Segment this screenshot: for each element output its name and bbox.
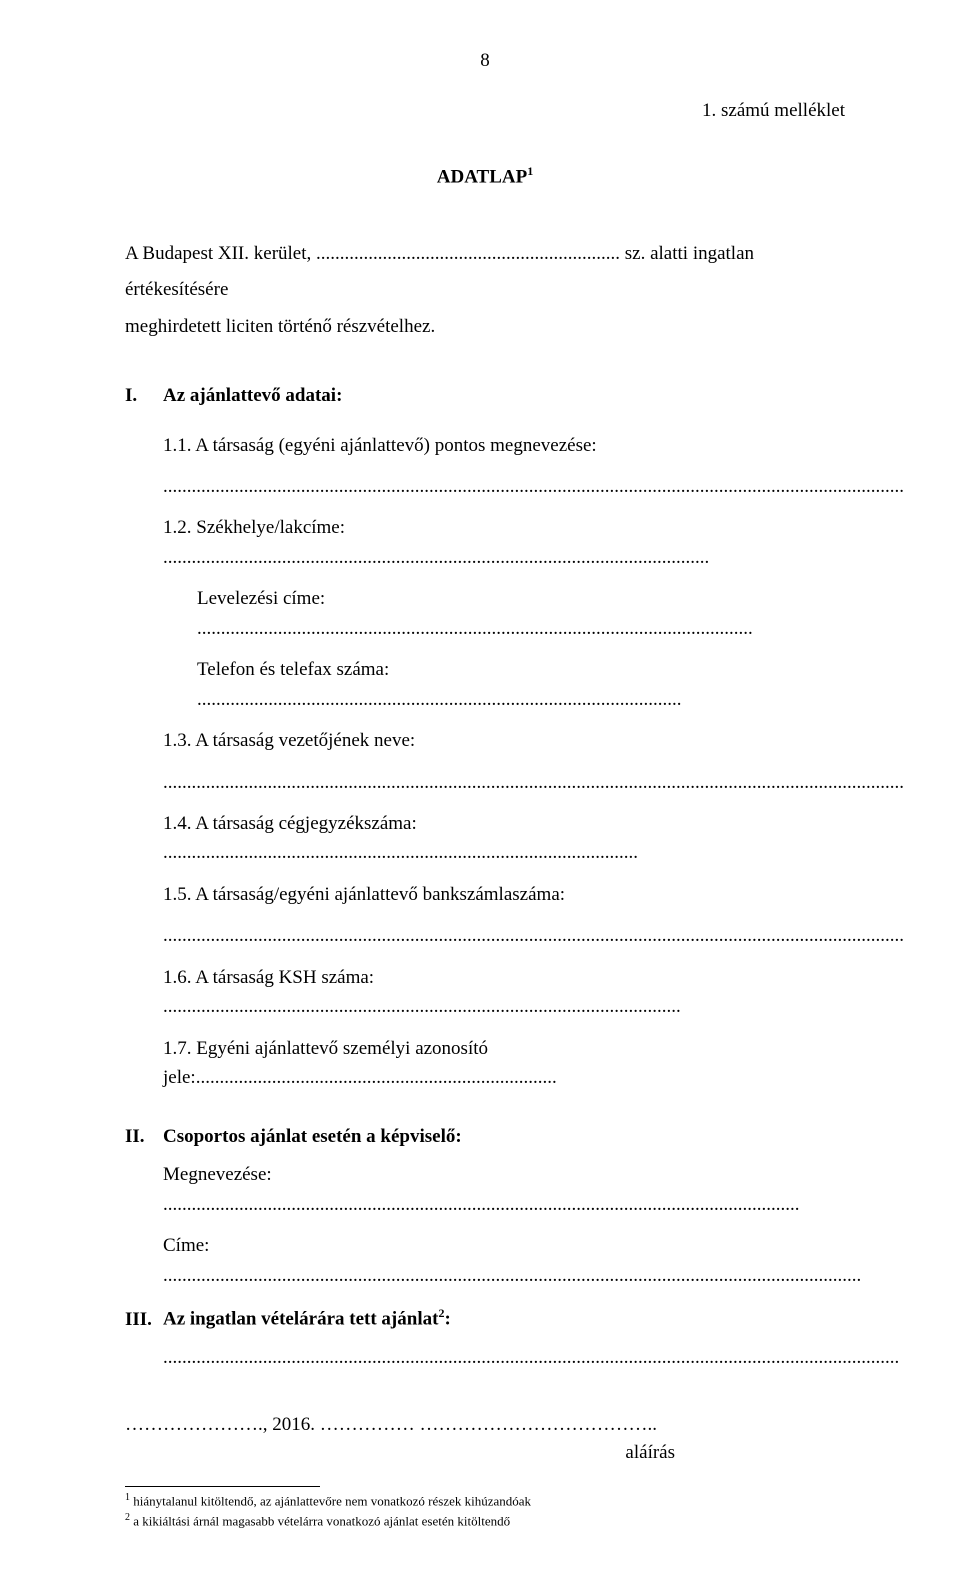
section-2-title: Csoportos ajánlat esetén a képviselő: bbox=[163, 1126, 462, 1147]
field-1-1-line: ........................................… bbox=[125, 472, 845, 501]
section-3-title-part1: Az ingatlan vételárára tett ajánlat bbox=[163, 1309, 438, 1330]
date-signature-line: …………………., 2016. …………… ……………………………….. bbox=[125, 1414, 845, 1436]
field-1-1-label: 1.1. A társaság (egyéni ajánlattevő) pon… bbox=[125, 431, 845, 460]
field-1-4: 1.4. A társaság cégjegyzékszáma: .......… bbox=[125, 809, 845, 868]
section-3-heading: III.Az ingatlan vételárára tett ajánlat2… bbox=[125, 1306, 845, 1330]
page-number: 8 bbox=[125, 50, 845, 72]
intro-paragraph: A Budapest XII. kerület, ...............… bbox=[125, 236, 845, 344]
section-1-title: Az ajánlattevő adatai: bbox=[163, 385, 342, 406]
section-1-heading: I.Az ajánlattevő adatai: bbox=[125, 385, 845, 407]
field-1-5-line: ........................................… bbox=[125, 921, 845, 950]
footnote-2-text: a kikiáltási árnál magasabb vételárra vo… bbox=[130, 1513, 510, 1528]
field-1-3-label: 1.3. A társaság vezetőjének neve: bbox=[125, 726, 845, 755]
field-1-7: 1.7. Egyéni ajánlattevő személyi azonosí… bbox=[125, 1034, 845, 1093]
signature-label: aláírás bbox=[125, 1442, 845, 1464]
field-2-cime: Címe: ..................................… bbox=[125, 1231, 845, 1290]
footnote-1: 1 hiánytalanul kitöltendő, az ajánlattev… bbox=[125, 1491, 845, 1511]
title-text: ADATLAP bbox=[437, 166, 527, 187]
field-1-3-line: ........................................… bbox=[125, 768, 845, 797]
attachment-label: 1. számú melléklet bbox=[125, 100, 845, 122]
intro-line-2: meghirdetett liciten történő részvételhe… bbox=[125, 309, 845, 345]
section-2-heading: II.Csoportos ajánlat esetén a képviselő: bbox=[125, 1126, 845, 1148]
field-1-2-label: 1.2. Székhelye/lakcíme: ................… bbox=[125, 513, 845, 572]
field-1-2-sub-a: Levelezési címe: .......................… bbox=[125, 584, 845, 643]
field-2-megnevezese: Megnevezése: ...........................… bbox=[125, 1160, 845, 1219]
title-footnote-ref: 1 bbox=[527, 164, 533, 178]
footnote-2: 2 a kikiáltási árnál magasabb vételárra … bbox=[125, 1511, 845, 1531]
document-title: ADATLAP1 bbox=[125, 164, 845, 188]
section-3-title-part2: : bbox=[444, 1309, 450, 1330]
field-1-6: 1.6. A társaság KSH száma: .............… bbox=[125, 963, 845, 1022]
section-1-roman: I. bbox=[125, 385, 163, 407]
intro-line-1: A Budapest XII. kerület, ...............… bbox=[125, 236, 845, 308]
field-1-2-sub-b: Telefon és telefax száma: ..............… bbox=[125, 655, 845, 714]
field-3-line: ........................................… bbox=[125, 1343, 845, 1372]
section-3-roman: III. bbox=[125, 1309, 163, 1331]
document-page: 8 1. számú melléklet ADATLAP1 A Budapest… bbox=[0, 0, 960, 1580]
field-1-5-label: 1.5. A társaság/egyéni ajánlattevő banks… bbox=[125, 880, 845, 909]
section-2-roman: II. bbox=[125, 1126, 163, 1148]
footnote-separator bbox=[125, 1486, 320, 1487]
footnote-1-text: hiánytalanul kitöltendő, az ajánlattevőr… bbox=[130, 1493, 531, 1508]
